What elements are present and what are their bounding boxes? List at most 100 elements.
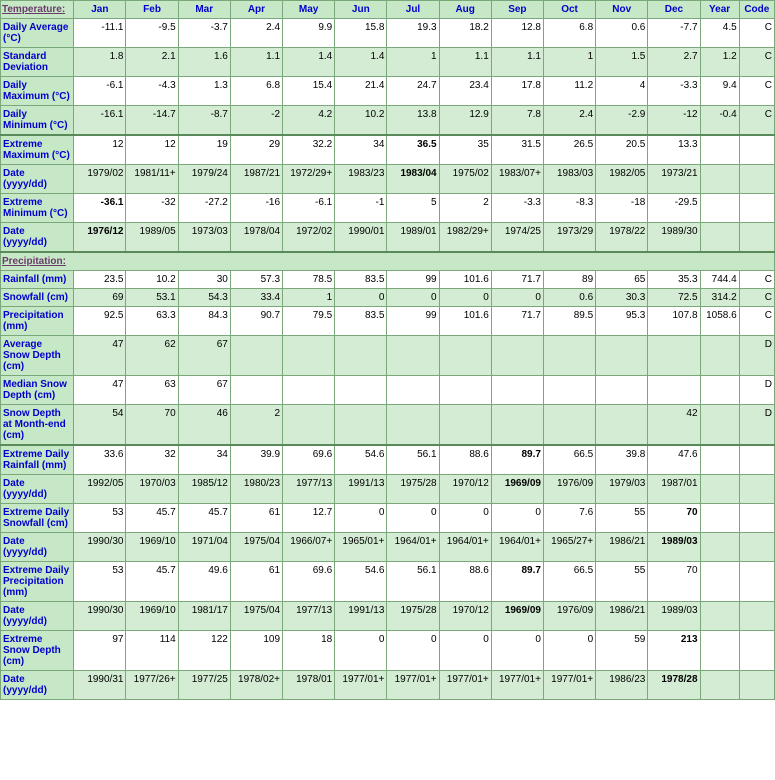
data-cell: 7.8 [491,106,543,136]
data-cell: 15.8 [335,19,387,48]
data-cell: 1977/01+ [335,671,387,700]
row-label: Median Snow Depth (cm) [1,376,74,405]
data-cell: 1969/10 [126,533,178,562]
year-cell [700,336,739,376]
data-cell: 89 [543,271,595,289]
data-cell: 24.7 [387,77,439,106]
row-label: Snowfall (cm) [1,289,74,307]
data-cell: 6.8 [543,19,595,48]
table-row: Date (yyyy/dd)1992/051970/031985/121980/… [1,475,775,504]
data-cell: 114 [126,631,178,671]
code-cell [739,562,774,602]
row-label: Extreme Snow Depth (cm) [1,631,74,671]
data-cell: 1.1 [230,48,282,77]
data-cell: 1.3 [178,77,230,106]
year-cell [700,194,739,223]
code-header: Code [739,1,774,19]
data-cell: 33.6 [74,445,126,475]
data-cell: 71.7 [491,271,543,289]
data-cell: 1978/28 [648,671,700,700]
data-cell: 1965/27+ [543,533,595,562]
row-label: Date (yyyy/dd) [1,223,74,253]
data-cell: 69.6 [283,445,335,475]
data-cell: 89.7 [491,562,543,602]
data-cell: 92.5 [74,307,126,336]
data-cell: 1982/29+ [439,223,491,253]
data-cell: 45.7 [126,504,178,533]
table-row: Rainfall (mm)23.510.23057.378.583.599101… [1,271,775,289]
data-cell: 4.2 [283,106,335,136]
data-cell [335,376,387,405]
data-cell [283,336,335,376]
data-cell: 1978/02+ [230,671,282,700]
data-cell [387,376,439,405]
year-cell: 4.5 [700,19,739,48]
code-cell [739,223,774,253]
row-label: Extreme Daily Precipitation (mm) [1,562,74,602]
table-row: Daily Maximum (°C)-6.1-4.31.36.815.421.4… [1,77,775,106]
code-cell: D [739,405,774,446]
data-cell: 71.7 [491,307,543,336]
data-cell: 0 [387,289,439,307]
code-cell [739,165,774,194]
data-cell: 1983/07+ [491,165,543,194]
data-cell: 1975/04 [230,533,282,562]
data-cell: 1 [283,289,335,307]
table-row: Date (yyyy/dd)1979/021981/11+1979/241987… [1,165,775,194]
data-cell: 0.6 [596,19,648,48]
code-cell [739,602,774,631]
data-cell: 99 [387,307,439,336]
data-cell: 1991/13 [335,602,387,631]
data-cell: 12.8 [491,19,543,48]
data-cell: 69.6 [283,562,335,602]
data-cell: -3.3 [491,194,543,223]
code-cell [739,671,774,700]
data-cell: 0 [491,631,543,671]
data-cell: 30 [178,271,230,289]
month-header: Apr [230,1,282,19]
row-label: Date (yyyy/dd) [1,165,74,194]
table-row: Extreme Daily Precipitation (mm)5345.749… [1,562,775,602]
table-row: Extreme Minimum (°C)-36.1-32-27.2-16-6.1… [1,194,775,223]
data-cell [596,376,648,405]
data-cell: 1977/25 [178,671,230,700]
data-cell: 69 [74,289,126,307]
data-cell: 34 [335,135,387,165]
year-cell [700,223,739,253]
data-cell: 6.8 [230,77,282,106]
data-cell: 107.8 [648,307,700,336]
table-row: Extreme Maximum (°C)1212192932.23436.535… [1,135,775,165]
data-cell: -1 [335,194,387,223]
data-cell: 1976/09 [543,602,595,631]
data-cell: 2.4 [543,106,595,136]
data-cell: 66.5 [543,445,595,475]
data-cell: 26.5 [543,135,595,165]
data-cell: 88.6 [439,445,491,475]
data-cell: 72.5 [648,289,700,307]
data-cell: 213 [648,631,700,671]
data-cell: 1977/01+ [439,671,491,700]
table-row: Median Snow Depth (cm)476367D [1,376,775,405]
month-header: Sep [491,1,543,19]
year-cell: 9.4 [700,77,739,106]
data-cell: 83.5 [335,271,387,289]
data-cell: -16 [230,194,282,223]
data-cell: 0.6 [543,289,595,307]
data-cell: 1972/02 [283,223,335,253]
data-cell [439,405,491,446]
data-cell: 12.7 [283,504,335,533]
data-cell: 63 [126,376,178,405]
data-cell: 36.5 [387,135,439,165]
data-cell: 19 [178,135,230,165]
data-cell: 0 [335,631,387,671]
data-cell: 59 [596,631,648,671]
data-cell: 18.2 [439,19,491,48]
code-cell: C [739,307,774,336]
month-header: Nov [596,1,648,19]
data-cell: 1975/28 [387,602,439,631]
data-cell: 88.6 [439,562,491,602]
year-cell [700,602,739,631]
row-label: Standard Deviation [1,48,74,77]
data-cell: 47 [74,376,126,405]
data-cell: 10.2 [335,106,387,136]
